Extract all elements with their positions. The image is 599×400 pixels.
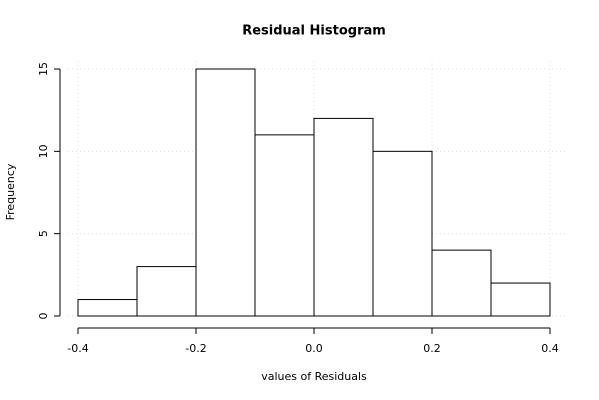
y-tick-label: 5 bbox=[37, 230, 50, 237]
bar bbox=[136, 266, 197, 317]
bar bbox=[313, 117, 374, 317]
bar bbox=[490, 282, 551, 317]
chart-title: Residual Histogram bbox=[242, 24, 386, 39]
y-tick-label: 0 bbox=[37, 313, 50, 320]
x-tick-label: -0.4 bbox=[67, 342, 88, 355]
x-tick-label: 0.0 bbox=[305, 342, 323, 355]
y-axis-label: Frequency bbox=[4, 163, 17, 220]
x-tick-label: 0.2 bbox=[423, 342, 441, 355]
bar bbox=[254, 134, 315, 317]
bar bbox=[431, 249, 492, 317]
bar bbox=[77, 299, 138, 317]
y-tick-label: 15 bbox=[37, 62, 50, 76]
bar bbox=[372, 150, 433, 317]
y-tick-label: 10 bbox=[37, 144, 50, 158]
x-tick-label: -0.2 bbox=[185, 342, 206, 355]
x-tick-label: 0.4 bbox=[541, 342, 559, 355]
bar bbox=[195, 68, 256, 317]
x-axis-label: values of Residuals bbox=[261, 370, 367, 383]
